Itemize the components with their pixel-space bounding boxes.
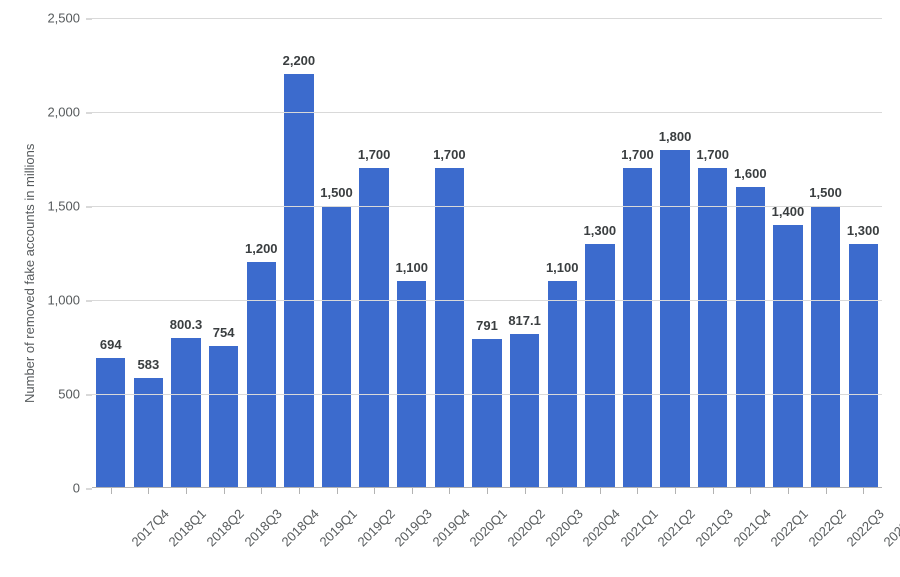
x-tick-mark xyxy=(788,488,789,494)
x-tick-mark xyxy=(750,488,751,494)
y-tick-label: 2,000 xyxy=(47,105,92,120)
bar: 2,200 xyxy=(284,74,313,488)
bar-value-label: 694 xyxy=(100,337,122,352)
bar: 1,700 xyxy=(623,168,652,488)
x-tick-mark xyxy=(186,488,187,494)
x-tick-mark xyxy=(374,488,375,494)
bar-value-label: 800.3 xyxy=(170,317,203,332)
bars-group: 694 583 800.3 754 1,200 2,200 1,500 1,700 1,100 1… xyxy=(92,18,882,488)
bar-value-label: 1,700 xyxy=(696,147,729,162)
x-tick-mark xyxy=(675,488,676,494)
bar: 1,300 xyxy=(585,244,614,488)
x-tick-label: 2022Q3 xyxy=(843,506,886,549)
x-tick-label: 2019Q1 xyxy=(316,506,359,549)
x-tick-mark xyxy=(412,488,413,494)
x-tick-mark xyxy=(449,488,450,494)
x-tick-label: 2022Q1 xyxy=(768,506,811,549)
bar: 754 xyxy=(209,346,238,488)
x-tick-mark xyxy=(826,488,827,494)
x-tick-label: 2020Q1 xyxy=(467,506,510,549)
bar-chart: Number of removed fake accounts in milli… xyxy=(0,0,900,577)
bar-value-label: 1,100 xyxy=(395,260,428,275)
bar: 800.3 xyxy=(171,338,200,488)
gridline xyxy=(92,394,882,395)
gridline xyxy=(92,112,882,113)
bar: 1,800 xyxy=(660,150,689,488)
bar: 1,300 xyxy=(849,244,878,488)
x-tick-label: 2020Q4 xyxy=(580,506,623,549)
x-tick-label: 2019Q2 xyxy=(354,506,397,549)
bar: 1,600 xyxy=(736,187,765,488)
bar-value-label: 583 xyxy=(138,357,160,372)
y-axis-label: Number of removed fake accounts in milli… xyxy=(22,144,37,403)
bar: 1,200 xyxy=(247,262,276,488)
bar: 791 xyxy=(472,339,501,488)
x-tick-label: 2018Q3 xyxy=(241,506,284,549)
x-tick-mark xyxy=(713,488,714,494)
bar-value-label: 1,300 xyxy=(847,223,880,238)
x-tick-label: 2022Q2 xyxy=(805,506,848,549)
x-tick-mark xyxy=(600,488,601,494)
bar-value-label: 1,800 xyxy=(659,129,692,144)
x-tick-mark xyxy=(224,488,225,494)
bar-value-label: 1,700 xyxy=(433,147,466,162)
bar: 1,700 xyxy=(435,168,464,488)
x-tick-mark xyxy=(637,488,638,494)
gridline xyxy=(92,206,882,207)
x-tick-mark xyxy=(562,488,563,494)
bar-value-label: 791 xyxy=(476,318,498,333)
x-tick-label: 2021Q2 xyxy=(655,506,698,549)
x-tick-label: 2018Q4 xyxy=(279,506,322,549)
x-tick-label: 2021Q3 xyxy=(693,506,736,549)
x-tick-label: 2021Q1 xyxy=(617,506,660,549)
y-tick-label: 2,500 xyxy=(47,11,92,26)
bar: 1,500 xyxy=(322,206,351,488)
x-tick-mark xyxy=(299,488,300,494)
bar-value-label: 1,600 xyxy=(734,166,767,181)
bar: 694 xyxy=(96,358,125,488)
bar-value-label: 817.1 xyxy=(508,313,541,328)
y-tick-label: 0 xyxy=(73,481,92,496)
bar: 1,700 xyxy=(359,168,388,488)
bar: 1,500 xyxy=(811,206,840,488)
x-tick-mark xyxy=(487,488,488,494)
bar-value-label: 1,100 xyxy=(546,260,579,275)
bar-value-label: 1,300 xyxy=(584,223,617,238)
x-tick-label: 2018Q1 xyxy=(166,506,209,549)
bar: 817.1 xyxy=(510,334,539,488)
x-tick-label: 2017Q4 xyxy=(128,506,171,549)
y-tick-label: 1,000 xyxy=(47,293,92,308)
x-tick-mark xyxy=(261,488,262,494)
x-tick-label: 2020Q2 xyxy=(505,506,548,549)
gridline xyxy=(92,300,882,301)
gridline xyxy=(92,18,882,19)
y-tick-label: 500 xyxy=(58,387,92,402)
x-tick-mark xyxy=(525,488,526,494)
bar-value-label: 1,700 xyxy=(358,147,391,162)
y-tick-label: 1,500 xyxy=(47,199,92,214)
bar: 1,100 xyxy=(397,281,426,488)
bar-value-label: 1,500 xyxy=(809,185,842,200)
bar-value-label: 1,500 xyxy=(320,185,353,200)
x-tick-label: 2019Q4 xyxy=(429,506,472,549)
x-tick-label: 2020Q3 xyxy=(542,506,585,549)
x-tick-mark xyxy=(148,488,149,494)
x-tick-label: 2019Q3 xyxy=(392,506,435,549)
bar: 1,400 xyxy=(773,225,802,488)
bar: 1,100 xyxy=(548,281,577,488)
x-tick-mark xyxy=(337,488,338,494)
bar-value-label: 1,700 xyxy=(621,147,654,162)
x-tick-mark xyxy=(863,488,864,494)
x-tick-label: 2021Q4 xyxy=(730,506,773,549)
bar-value-label: 1,200 xyxy=(245,241,278,256)
plot-area: 694 583 800.3 754 1,200 2,200 1,500 1,700 1,100 1… xyxy=(92,18,882,488)
bar: 1,700 xyxy=(698,168,727,488)
x-tick-mark xyxy=(111,488,112,494)
bar-value-label: 754 xyxy=(213,325,235,340)
x-tick-label: 2018Q2 xyxy=(204,506,247,549)
bar-value-label: 2,200 xyxy=(283,53,316,68)
